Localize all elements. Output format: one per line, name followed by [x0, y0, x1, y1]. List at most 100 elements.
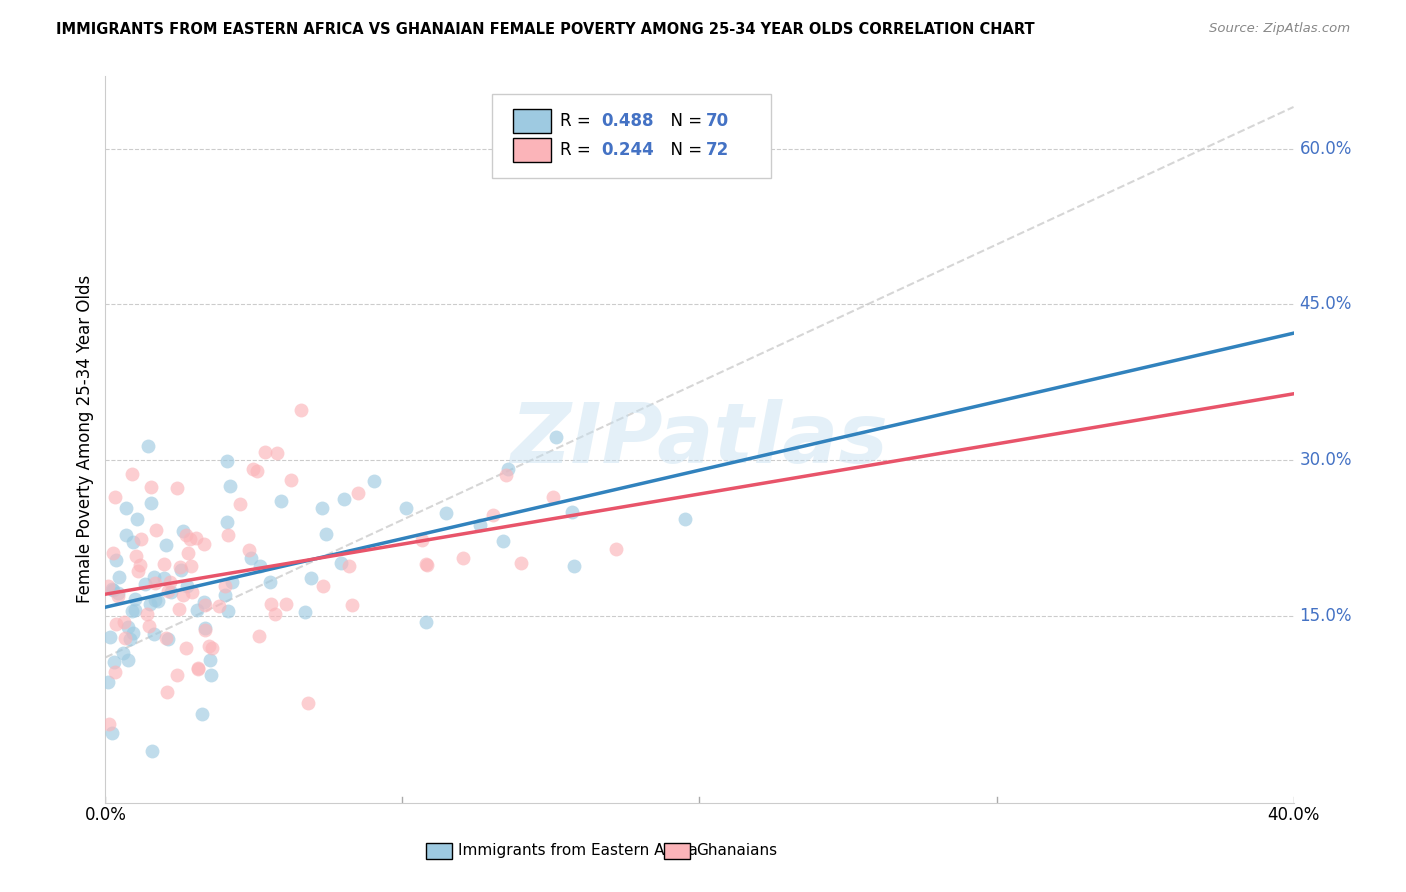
Point	[198, 640, 221, 654]
Point	[114, 631, 136, 645]
Point	[152, 557, 174, 571]
Point	[124, 603, 146, 617]
Point	[340, 599, 363, 613]
Point	[312, 579, 335, 593]
Point	[166, 481, 188, 495]
Point	[264, 607, 287, 621]
Point	[105, 616, 128, 631]
Text: 30.0%: 30.0%	[1299, 451, 1353, 469]
Point	[415, 615, 437, 629]
Point	[170, 563, 193, 577]
Point	[194, 621, 217, 635]
Point	[200, 668, 222, 682]
Point	[142, 570, 165, 584]
Point	[166, 668, 188, 682]
Point	[495, 468, 517, 483]
Point	[134, 576, 156, 591]
Point	[143, 575, 166, 590]
Point	[214, 579, 236, 593]
Point	[470, 517, 492, 532]
Text: 40.0%: 40.0%	[1267, 805, 1320, 824]
Point	[145, 592, 167, 607]
Point	[363, 474, 385, 488]
Point	[156, 583, 179, 598]
Point	[117, 620, 139, 634]
Point	[120, 632, 142, 647]
Point	[160, 585, 183, 599]
Point	[176, 579, 198, 593]
Point	[179, 533, 201, 547]
Point	[139, 479, 162, 493]
Point	[194, 623, 217, 637]
Point	[114, 528, 136, 542]
Point	[174, 641, 197, 656]
Point	[129, 532, 152, 546]
Point	[246, 464, 269, 478]
Text: 0.0%: 0.0%	[84, 805, 127, 824]
Text: Ghanaians: Ghanaians	[696, 843, 778, 858]
Point	[180, 559, 202, 574]
Point	[143, 627, 166, 641]
Point	[274, 597, 297, 611]
Point	[510, 557, 533, 571]
Point	[156, 684, 179, 698]
Point	[121, 535, 143, 549]
Point	[249, 559, 271, 574]
Point	[270, 494, 292, 508]
Text: N =: N =	[661, 141, 707, 159]
Point	[138, 597, 160, 611]
Point	[172, 524, 194, 539]
Point	[155, 631, 177, 645]
Point	[169, 560, 191, 574]
Point	[346, 486, 368, 500]
Point	[127, 564, 149, 578]
Point	[98, 630, 121, 644]
Point	[239, 551, 262, 566]
FancyBboxPatch shape	[492, 94, 770, 178]
Point	[127, 511, 149, 525]
Text: 72: 72	[706, 141, 728, 159]
Point	[337, 559, 360, 574]
Point	[97, 717, 120, 731]
Point	[167, 601, 190, 615]
Point	[208, 599, 231, 614]
Point	[299, 571, 322, 585]
Point	[415, 558, 437, 572]
Point	[193, 537, 215, 551]
Point	[266, 446, 288, 460]
Point	[187, 661, 209, 675]
Point	[97, 579, 120, 593]
Point	[103, 490, 125, 504]
Point	[451, 551, 474, 566]
Point	[136, 607, 159, 622]
Point	[217, 527, 239, 541]
Point	[214, 589, 236, 603]
Point	[415, 558, 437, 573]
Text: 15.0%: 15.0%	[1299, 607, 1353, 625]
Point	[673, 512, 696, 526]
Point	[129, 558, 152, 572]
Point	[411, 533, 433, 547]
Point	[238, 543, 260, 558]
Point	[561, 505, 583, 519]
Point	[181, 584, 204, 599]
Point	[172, 588, 194, 602]
Point	[217, 604, 239, 618]
Text: 0.244: 0.244	[600, 141, 654, 159]
Point	[198, 653, 221, 667]
Text: ZIPatlas: ZIPatlas	[510, 399, 889, 480]
Point	[101, 582, 124, 596]
Point	[103, 582, 125, 597]
Point	[141, 496, 163, 510]
Y-axis label: Female Poverty Among 25-34 Year Olds: Female Poverty Among 25-34 Year Olds	[76, 276, 94, 603]
Point	[107, 586, 129, 600]
Point	[496, 461, 519, 475]
Point	[229, 498, 252, 512]
Point	[217, 454, 239, 468]
Point	[333, 491, 356, 506]
Point	[104, 665, 127, 679]
Point	[146, 594, 169, 608]
Point	[138, 619, 160, 633]
Point	[193, 595, 215, 609]
Point	[193, 599, 215, 613]
